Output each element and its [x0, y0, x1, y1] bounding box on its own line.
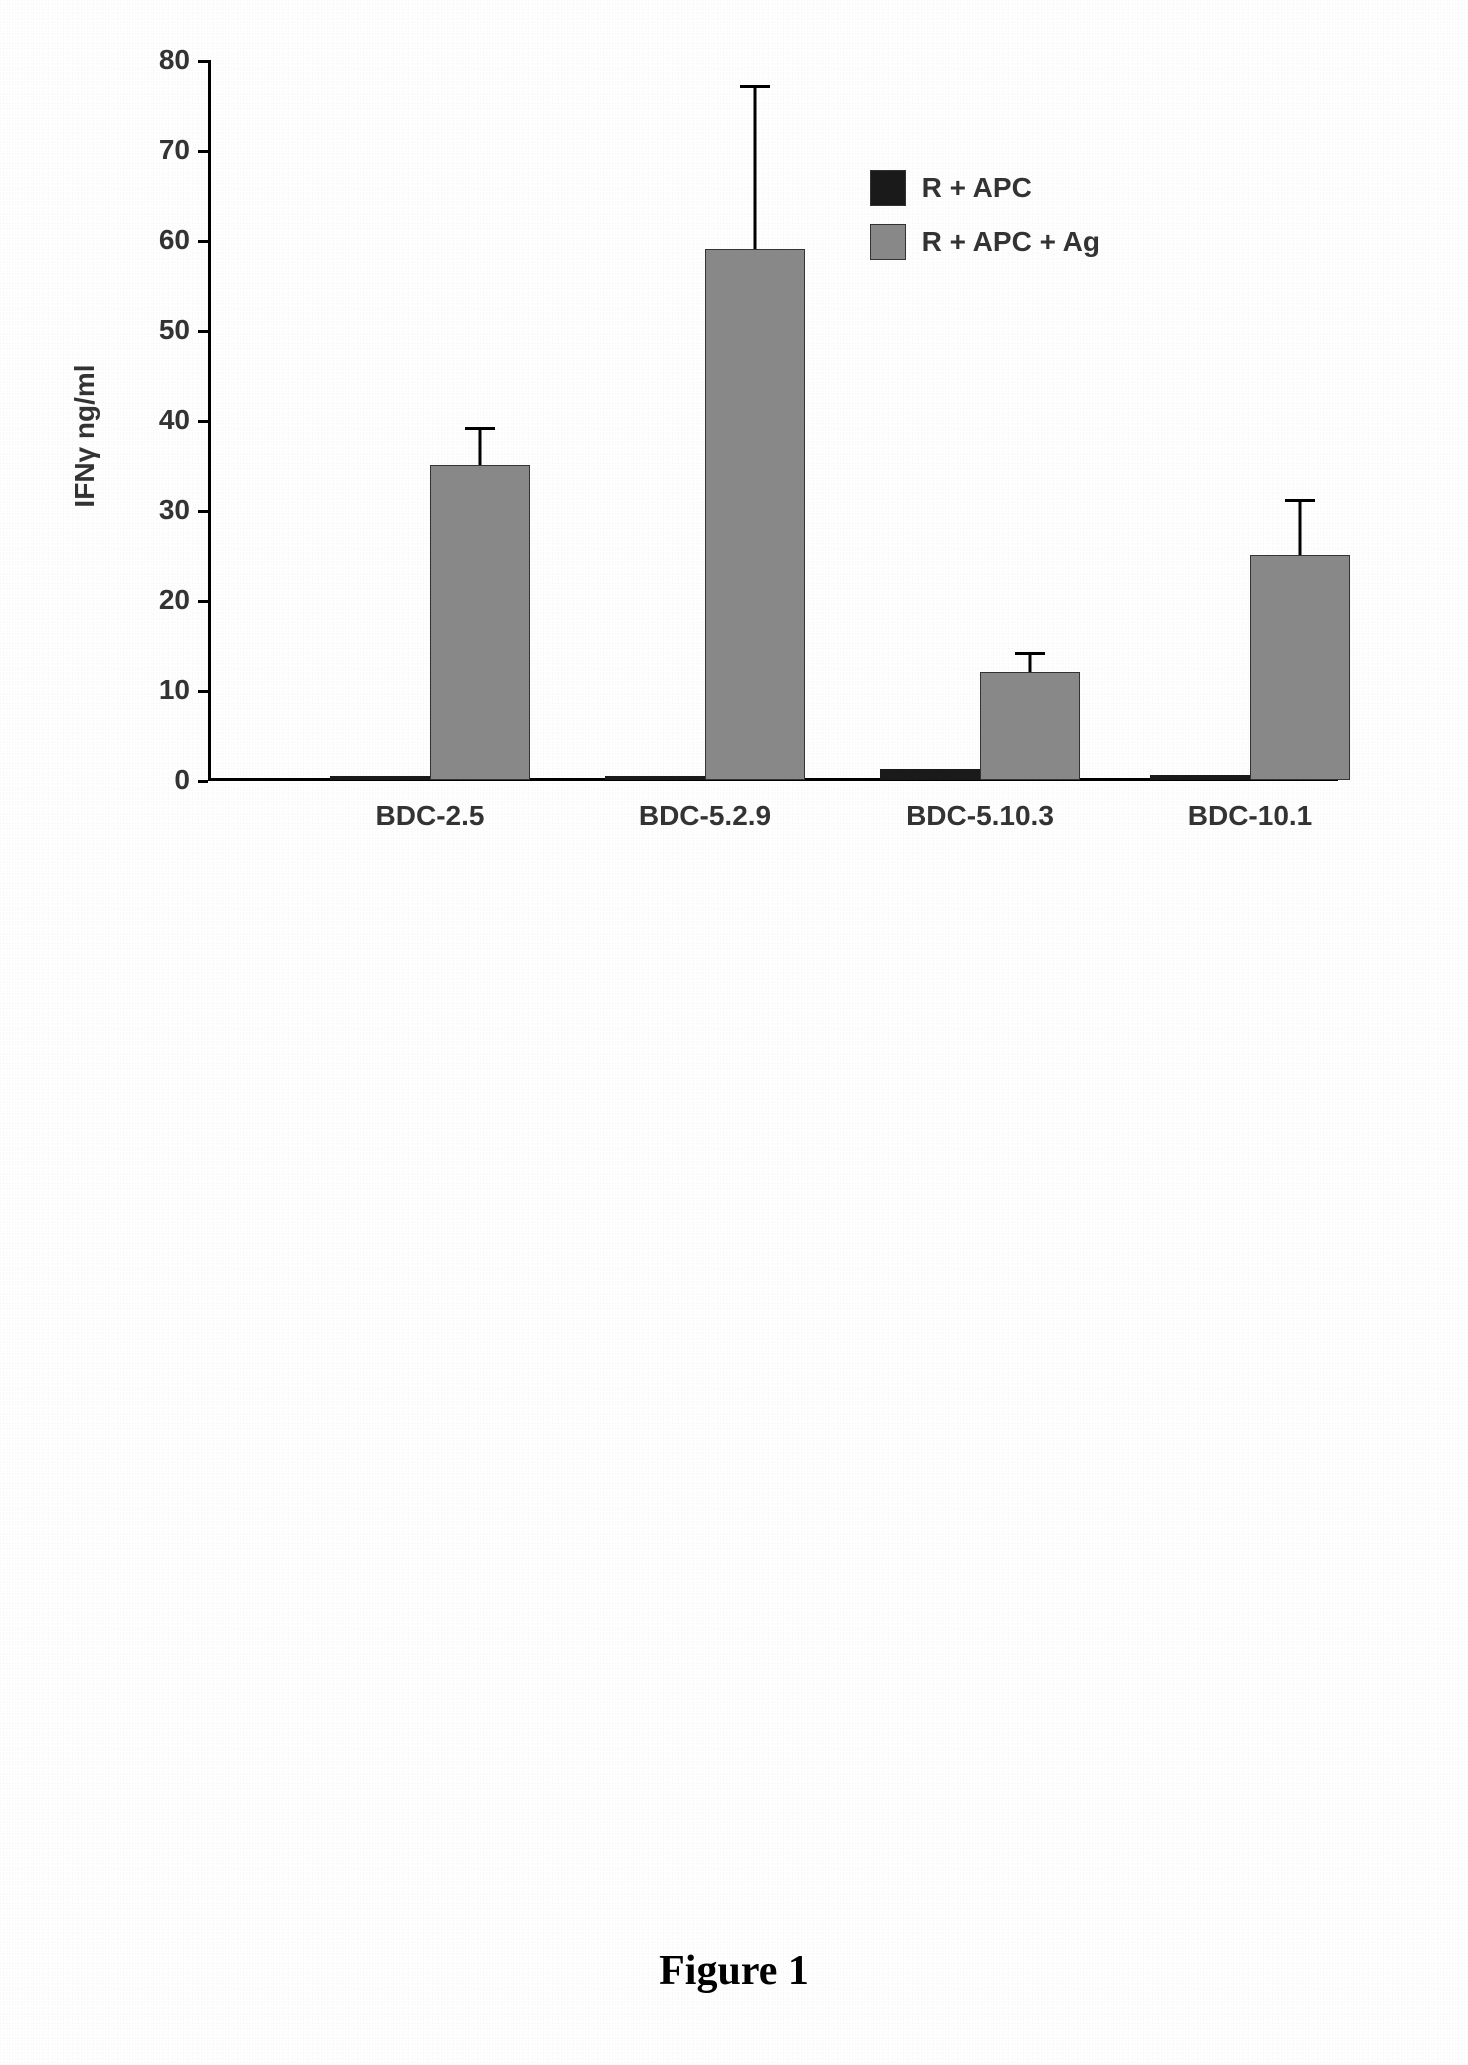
y-tick-label: 70: [140, 134, 190, 166]
error-bar: [1029, 654, 1032, 672]
x-category-label: BDC-10.1: [1188, 800, 1312, 832]
legend: R + APC R + APC + Ag: [870, 170, 1100, 278]
legend-swatch: [870, 224, 906, 260]
y-tick-label: 80: [140, 44, 190, 76]
y-tick-label: 60: [140, 224, 190, 256]
bar: [880, 769, 980, 780]
figure-caption: Figure 1: [659, 1947, 809, 1995]
error-cap: [465, 427, 495, 430]
y-tick: [198, 150, 208, 153]
legend-label: R + APC + Ag: [922, 226, 1100, 258]
x-category-label: BDC-2.5: [376, 800, 485, 832]
y-tick: [198, 240, 208, 243]
error-bar: [754, 87, 757, 249]
x-category-label: BDC-5.10.3: [906, 800, 1054, 832]
bar: [980, 672, 1080, 780]
y-tick-label: 50: [140, 314, 190, 346]
legend-swatch: [870, 170, 906, 206]
y-tick: [198, 780, 208, 783]
error-cap: [1015, 652, 1045, 655]
error-bar: [479, 429, 482, 465]
bar: [1250, 555, 1350, 780]
y-tick: [198, 420, 208, 423]
y-axis-title: IFNγ ng/ml: [69, 364, 101, 507]
y-tick-label: 40: [140, 404, 190, 436]
bar: [705, 249, 805, 780]
y-tick: [198, 510, 208, 513]
x-category-label: BDC-5.2.9: [639, 800, 771, 832]
y-tick: [198, 60, 208, 63]
legend-label: R + APC: [922, 172, 1032, 204]
bar: [1150, 775, 1250, 780]
bar: [605, 776, 705, 781]
plot-area: [210, 60, 1330, 780]
y-tick-label: 10: [140, 674, 190, 706]
error-cap: [740, 85, 770, 88]
legend-item: R + APC + Ag: [870, 224, 1100, 260]
y-tick: [198, 600, 208, 603]
y-tick: [198, 330, 208, 333]
error-bar: [1299, 501, 1302, 555]
bar: [330, 776, 430, 781]
bar: [430, 465, 530, 780]
bar-chart: IFNγ ng/ml 01020304050607080 BDC-2.5BDC-…: [80, 40, 1380, 880]
error-cap: [1285, 499, 1315, 502]
y-tick-label: 20: [140, 584, 190, 616]
y-tick-label: 30: [140, 494, 190, 526]
y-tick-label: 0: [140, 764, 190, 796]
legend-item: R + APC: [870, 170, 1100, 206]
y-tick: [198, 690, 208, 693]
